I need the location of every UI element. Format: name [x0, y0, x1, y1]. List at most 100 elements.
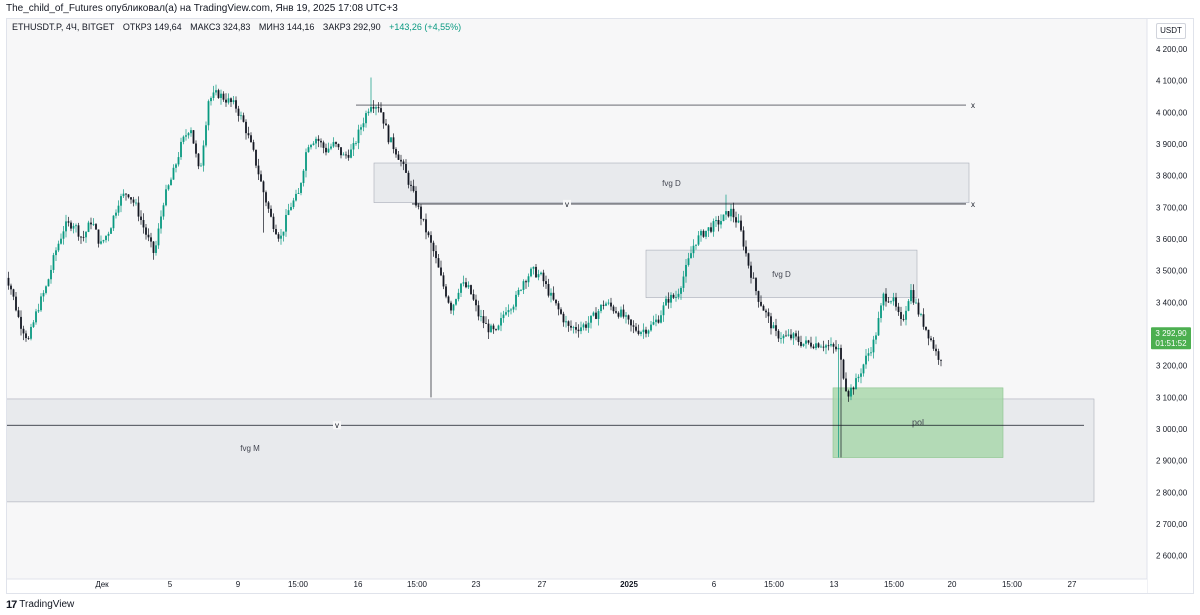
candle-body [45, 286, 47, 293]
candle-body [207, 101, 210, 126]
candle-body [660, 315, 662, 323]
candle-body [670, 294, 672, 303]
candle-body [15, 296, 17, 311]
candle-body [620, 309, 622, 317]
candle-body [445, 286, 447, 297]
candle-body [70, 222, 72, 229]
candle-body [322, 142, 325, 148]
candle-body [130, 197, 132, 200]
candle-body [695, 244, 697, 246]
candle-body [760, 301, 762, 306]
candle-body [652, 322, 655, 325]
candle-body [377, 107, 380, 109]
price-tick-label: 3 700,00 [1156, 203, 1188, 212]
time-tick-label: 27 [538, 580, 547, 589]
candle-body [150, 237, 152, 242]
candle-body [597, 311, 600, 319]
candle-body [480, 316, 482, 317]
legend-high: МАКС3 324,83 [190, 22, 251, 32]
candle-body [772, 325, 775, 329]
candle-body [350, 149, 352, 158]
candle-body [305, 152, 307, 171]
candle-body [192, 130, 195, 144]
candle-body [872, 339, 875, 353]
candle-body [795, 333, 797, 337]
time-axis-panel[interactable] [7, 579, 1147, 593]
candle-body [715, 220, 717, 222]
candle-body [637, 330, 640, 334]
candle-body [40, 296, 42, 311]
candle-body [820, 346, 822, 348]
candle-body [782, 335, 785, 339]
candle-body [905, 310, 907, 320]
level-line-3711-v-marker: v [565, 200, 569, 209]
candle-body [52, 255, 55, 270]
candle-body [42, 292, 45, 297]
candle-body [460, 283, 462, 293]
candle-body [195, 143, 197, 154]
candle-body [447, 296, 450, 303]
candle-body [512, 306, 515, 310]
chart-canvas[interactable]: fvg D fvg D fvg M pol x x v v 4 200,00 4 100,00 4 … [7, 19, 1193, 593]
candle-body [252, 142, 255, 150]
candle-body [140, 216, 142, 221]
level-line-3711-v-marker-bg [563, 199, 571, 208]
candle-body [77, 225, 80, 237]
tradingview-logo-icon: 17 [6, 599, 17, 611]
candle-body [630, 319, 632, 326]
candle-body [20, 316, 22, 329]
currency-button[interactable]: USDT [1156, 23, 1186, 39]
candle-body [665, 298, 667, 306]
pol-zone[interactable] [832, 387, 1004, 458]
candle-body [857, 376, 860, 379]
candle-body [720, 221, 722, 225]
candle-body [230, 98, 232, 103]
fvg-zone-upper[interactable] [373, 162, 970, 203]
candle-body [272, 216, 275, 229]
time-tick-label: Дек [95, 580, 109, 589]
fvg-zone-middle-label: fvg D [772, 270, 791, 279]
candle-body [185, 135, 187, 137]
candle-body [225, 99, 227, 103]
legend-symbol[interactable]: ETHUSDT.P, 4Ч, BITGET [12, 22, 115, 32]
candle-body [267, 202, 270, 209]
candle-body [117, 205, 120, 213]
time-tick-label: 2025 [620, 580, 638, 589]
candle-body [412, 185, 415, 191]
price-tick-label: 2 600,00 [1156, 552, 1188, 561]
candle-body [892, 297, 895, 302]
candle-body [137, 202, 140, 217]
candle-body [432, 242, 435, 252]
candle-body [797, 336, 800, 342]
candle-body [145, 227, 147, 235]
candle-body [385, 123, 387, 126]
price-axis-panel[interactable] [1147, 19, 1193, 593]
candle-body [107, 233, 110, 236]
candle-body [307, 147, 310, 153]
candle-body [687, 258, 690, 265]
candle-body [302, 170, 305, 184]
candle-body [590, 315, 592, 323]
candle-body [527, 276, 530, 283]
candle-body [552, 292, 555, 300]
candle-body [155, 245, 157, 253]
candle-body [612, 306, 615, 312]
candle-body [532, 266, 535, 269]
candle-body [495, 329, 497, 331]
candle-body [650, 324, 652, 331]
candle-body [215, 90, 217, 93]
candle-body [910, 290, 912, 302]
candle-body [595, 312, 597, 319]
current-price-badge[interactable] [1151, 327, 1191, 350]
candle-body [935, 348, 937, 352]
candle-body [35, 311, 37, 323]
candles[interactable] [7, 77, 942, 458]
candle-body [870, 352, 872, 354]
candle-body [55, 250, 57, 256]
candle-body [87, 222, 90, 232]
candle-body [530, 268, 532, 277]
chart-frame[interactable]: fvg D fvg D fvg M pol x x v v 4 200,00 4 100,00 4 … [6, 18, 1194, 594]
candle-body [437, 258, 440, 268]
candle-body [417, 205, 420, 207]
candle-body [380, 108, 382, 113]
